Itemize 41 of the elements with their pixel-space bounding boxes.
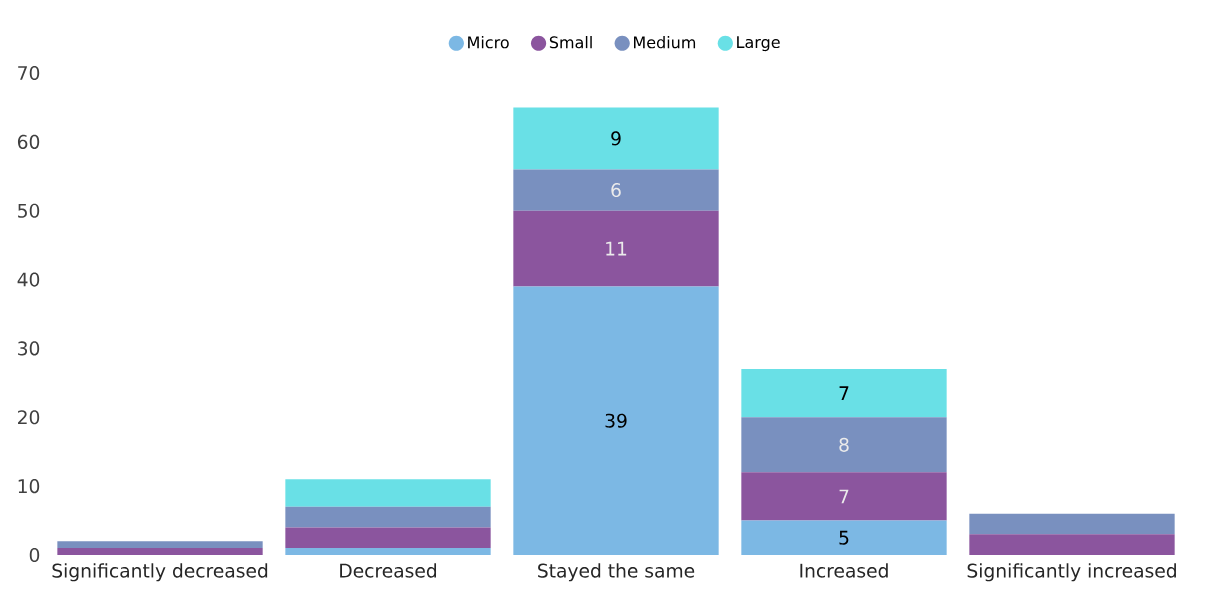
bar [57,541,263,549]
data-label: 39 [605,413,627,428]
legend-label: Large [737,36,780,52]
data-label: 7 [839,386,849,400]
data-label: 7 [839,489,849,504]
y-tick-label: 50 [18,203,40,218]
x-tick-label: Significantly increased [967,563,1176,582]
data-label: 8 [839,437,849,452]
bar [741,417,947,473]
data-label: 5 [839,530,849,545]
y-tick-label: 60 [17,134,40,149]
bar [57,548,263,555]
y-tick-label: 0 [29,547,40,563]
bar [969,534,1175,555]
bar [969,513,1175,535]
legend-label: Small [549,35,592,49]
y-tick-label: 40 [17,272,40,287]
data-label: 6 [611,182,621,198]
data-label: 9 [611,131,621,146]
x-tick-label: Increased [800,563,888,578]
legend-label: Medium [634,35,696,49]
bar [513,169,719,211]
bar [741,369,947,418]
y-tick-label: 20 [18,410,40,425]
bar [285,506,491,528]
y-tick-label: 70 [18,65,40,81]
data-label: 11 [606,241,627,256]
y-tick-label: 10 [18,479,40,494]
y-tick-label: 30 [18,341,40,356]
bar [513,107,719,170]
bar [741,520,947,555]
bar [285,479,491,507]
bar [285,527,491,549]
x-tick-label: Significantly decreased [52,563,268,582]
legend-label: Micro [468,35,509,49]
x-tick-label: Stayed the same [538,563,695,582]
bar [285,548,491,555]
x-tick-label: Decreased [340,563,437,578]
bar [513,210,719,287]
bar [513,286,719,555]
bar [741,472,947,521]
